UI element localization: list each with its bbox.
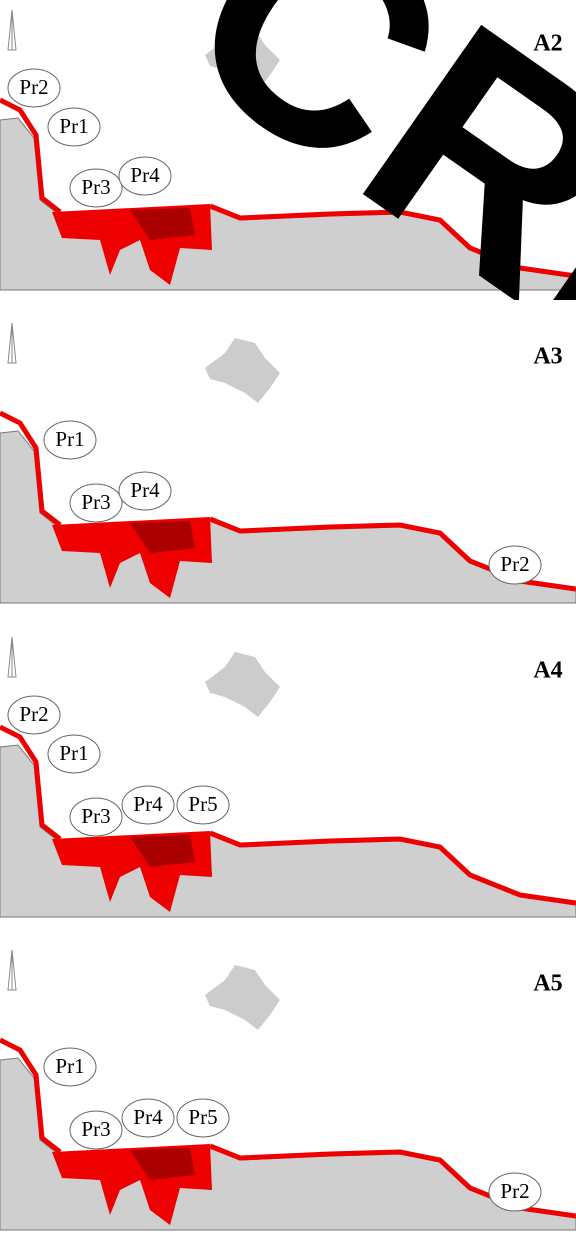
panel-label: A4 bbox=[533, 658, 562, 684]
panel-label: A3 bbox=[533, 344, 562, 370]
marker-label: Pr5 bbox=[188, 792, 217, 816]
north-arrow bbox=[8, 10, 16, 50]
marker-label: Pr5 bbox=[188, 1105, 217, 1129]
marker-label: Pr4 bbox=[130, 163, 160, 187]
island bbox=[205, 338, 280, 403]
marker-label: Pr2 bbox=[500, 1179, 529, 1203]
marker-label: Pr2 bbox=[500, 552, 529, 576]
marker-label: Pr1 bbox=[59, 741, 88, 765]
marker-label: Pr4 bbox=[130, 478, 160, 502]
map-panel: A3 Pr1 Pr3 Pr4 Pr2 bbox=[0, 323, 576, 603]
map-panel: A4 Pr2 Pr1 Pr3 Pr4 Pr5 bbox=[0, 637, 576, 917]
marker-label: Pr4 bbox=[133, 792, 163, 816]
marker-label: Pr2 bbox=[19, 702, 48, 726]
north-arrow bbox=[8, 637, 16, 677]
map-panel: A5 Pr1 Pr3 Pr4 Pr5 Pr2 bbox=[0, 950, 576, 1230]
panel-label: A5 bbox=[533, 971, 562, 997]
marker-label: Pr4 bbox=[133, 1105, 163, 1129]
north-arrow bbox=[8, 950, 16, 990]
marker-label: Pr3 bbox=[81, 804, 110, 828]
island bbox=[205, 652, 280, 717]
marker-label: Pr1 bbox=[55, 427, 84, 451]
marker-label: Pr3 bbox=[81, 175, 110, 199]
north-arrow bbox=[8, 323, 16, 363]
marker-label: Pr1 bbox=[59, 114, 88, 138]
marker-label: Pr3 bbox=[81, 490, 110, 514]
marker-label: Pr3 bbox=[81, 1117, 110, 1141]
marker-label: Pr1 bbox=[55, 1054, 84, 1078]
island bbox=[205, 965, 280, 1030]
map-figure: A2Pr2Pr1Pr3Pr4A3Pr1Pr3Pr4Pr2A4Pr2Pr1Pr3P… bbox=[0, 0, 576, 1254]
marker-label: Pr2 bbox=[19, 75, 48, 99]
